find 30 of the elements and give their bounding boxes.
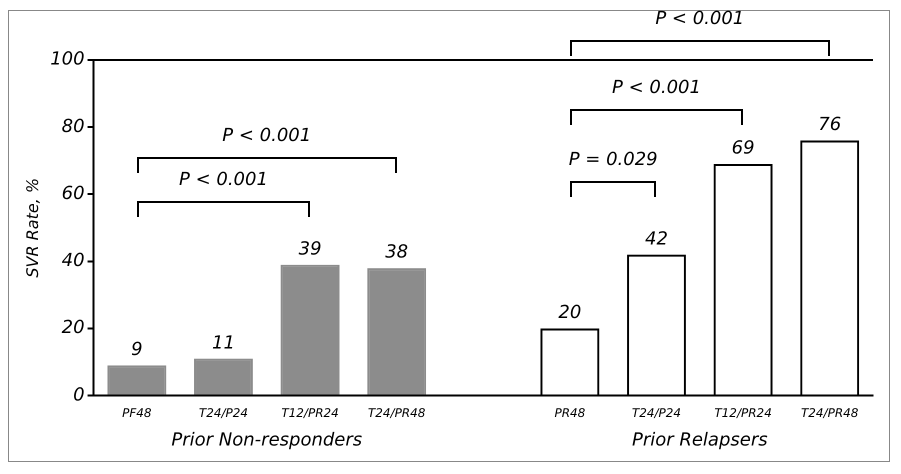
y-tick-label: 0 bbox=[73, 384, 85, 406]
y-tick-label: 80 bbox=[62, 116, 85, 137]
annotation: P < 0.001 bbox=[222, 125, 312, 146]
text: Prior Non-responders bbox=[171, 429, 362, 450]
x-tick-label: PR48 bbox=[554, 406, 586, 420]
annotation: P = 0.029 bbox=[568, 148, 658, 170]
data-label: 69 bbox=[732, 138, 755, 159]
data-label: 39 bbox=[298, 238, 322, 260]
x-tick-label: T24/P24 bbox=[198, 406, 248, 420]
y-axis-title: SVR Rate, % bbox=[22, 178, 42, 278]
data-label: 76 bbox=[818, 114, 842, 136]
y-tick-label: 20 bbox=[62, 317, 85, 338]
y-tick-label: 40 bbox=[62, 250, 85, 272]
y-tick-label: 100 bbox=[50, 48, 85, 70]
x-tick-label: PF48 bbox=[122, 406, 152, 420]
data-label: 38 bbox=[385, 242, 408, 263]
text: Prior Relapsers bbox=[632, 429, 768, 450]
data-label: 11 bbox=[212, 332, 235, 354]
x-tick-label: T24/PR48 bbox=[800, 406, 859, 420]
x-tick-label: T12/PR24 bbox=[281, 406, 339, 420]
text: P < 0.001 bbox=[655, 8, 744, 29]
x-tick-label: T12/PR24 bbox=[714, 406, 772, 420]
x-tick-label: T24/PR48 bbox=[368, 406, 426, 420]
annotation: P < 0.001 bbox=[612, 76, 701, 98]
annotation: P < 0.001 bbox=[178, 168, 268, 190]
data-label: 42 bbox=[645, 228, 668, 250]
y-tick-label: 60 bbox=[62, 182, 85, 204]
data-label: 9 bbox=[131, 339, 143, 360]
x-tick-label: T24/P24 bbox=[632, 406, 682, 420]
data-label: 20 bbox=[558, 302, 582, 324]
